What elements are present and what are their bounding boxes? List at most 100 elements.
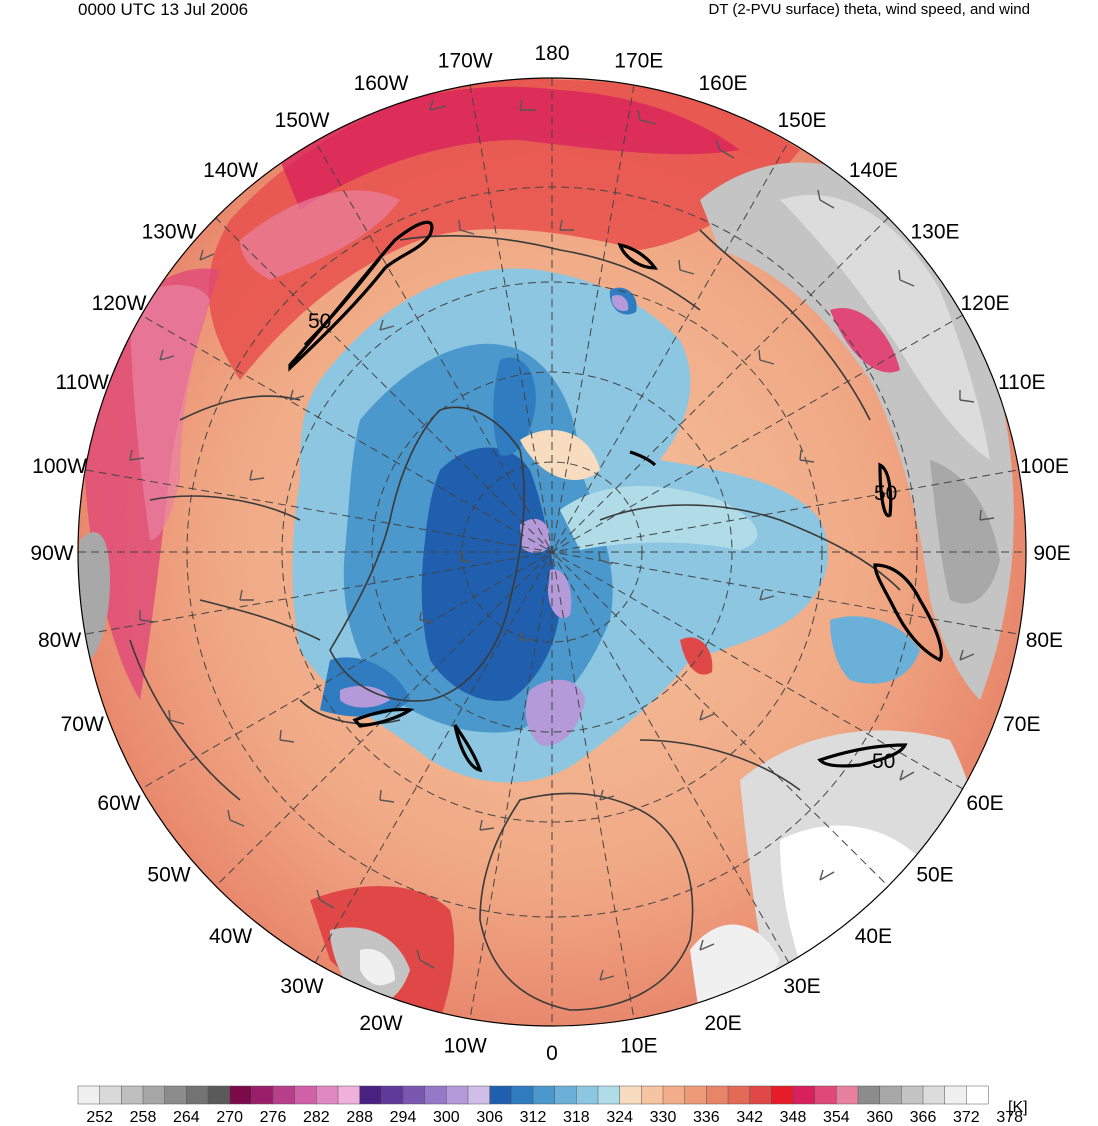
colorbar-swatch bbox=[792, 1085, 816, 1105]
colorbar-swatch bbox=[121, 1085, 144, 1105]
map-title: DT (2-PVU surface) theta, wind speed, an… bbox=[708, 1, 1030, 18]
colorbar-swatch bbox=[749, 1085, 772, 1105]
colorbar-swatch bbox=[186, 1085, 209, 1105]
colorbar-swatch bbox=[337, 1085, 361, 1105]
graticule bbox=[78, 78, 1026, 1026]
colorbar-swatch bbox=[662, 1085, 686, 1105]
colorbar-tick-label: 252 bbox=[86, 1109, 113, 1126]
colorbar-swatch bbox=[901, 1085, 924, 1105]
colorbar-tick-label: 300 bbox=[433, 1109, 460, 1126]
colorbar-swatch bbox=[402, 1085, 426, 1105]
valid-time-label: 0000 UTC 13 Jul 2006 bbox=[78, 0, 249, 19]
colorbar-swatch bbox=[576, 1085, 599, 1105]
map-border bbox=[77, 77, 1027, 1027]
colorbar-tick-label: 264 bbox=[173, 1109, 200, 1126]
colorbar-tick-label: 324 bbox=[606, 1109, 633, 1126]
colorbar-swatch bbox=[77, 1085, 101, 1105]
contour-label: 50 bbox=[874, 482, 897, 505]
longitude-label: 10W bbox=[444, 1034, 487, 1057]
colorbar-swatch bbox=[814, 1085, 837, 1105]
longitude-label: 140E bbox=[849, 159, 898, 182]
coastlines bbox=[129, 229, 901, 1011]
longitude-labels: 180 170E 160E 150E 140E 130E 120E 110E 100E 90E 80… bbox=[30, 42, 1070, 1065]
colorbar-swatch bbox=[554, 1085, 577, 1105]
colorbar-tick-label: 336 bbox=[693, 1109, 720, 1126]
colorbar-tick-label: 306 bbox=[476, 1109, 503, 1126]
longitude-label: 100E bbox=[1020, 455, 1069, 478]
contour-label: 50 bbox=[308, 310, 331, 333]
colorbar-swatch bbox=[706, 1085, 729, 1105]
colorbar-tick-label: 378 bbox=[996, 1109, 1023, 1126]
longitude-label: 50W bbox=[147, 863, 190, 886]
colorbar-swatch bbox=[857, 1085, 881, 1105]
colorbar-swatch bbox=[316, 1085, 339, 1105]
colorbar-swatch bbox=[684, 1085, 707, 1105]
longitude-label: 80W bbox=[38, 629, 81, 652]
longitude-label: 180 bbox=[534, 42, 569, 65]
colorbar-swatch bbox=[966, 1085, 989, 1105]
colorbar-swatch bbox=[511, 1085, 534, 1105]
colorbar-swatch bbox=[424, 1085, 447, 1105]
longitude-label: 140W bbox=[203, 159, 258, 182]
longitude-label: 90W bbox=[30, 542, 73, 565]
colorbar-swatch bbox=[641, 1085, 664, 1105]
colorbar-tick-label: 282 bbox=[303, 1109, 330, 1126]
longitude-label: 100W bbox=[32, 455, 87, 478]
longitude-label: 120E bbox=[960, 292, 1009, 315]
longitude-label: 10E bbox=[620, 1034, 657, 1057]
colorbar-swatch bbox=[251, 1085, 274, 1105]
colorbar-tick-label: 330 bbox=[650, 1109, 677, 1126]
longitude-label: 120W bbox=[92, 292, 147, 315]
colorbar-tick-label: 318 bbox=[563, 1109, 590, 1126]
longitude-label: 70E bbox=[1003, 713, 1040, 736]
longitude-label: 110W bbox=[56, 371, 109, 394]
colorbar-unit-label: [K] bbox=[1008, 1099, 1028, 1116]
colorbar-swatch bbox=[619, 1085, 642, 1105]
colorbar-tick-label: 258 bbox=[130, 1109, 157, 1126]
colorbar-swatch bbox=[597, 1085, 621, 1105]
colorbar-swatch bbox=[99, 1085, 122, 1105]
longitude-label: 170W bbox=[438, 50, 493, 73]
colorbar-swatch bbox=[294, 1085, 317, 1105]
colorbar-tick-label: 372 bbox=[953, 1109, 980, 1126]
longitude-label: 110E bbox=[998, 371, 1046, 394]
colorbar-tick-label: 294 bbox=[390, 1109, 417, 1126]
longitude-label: 80E bbox=[1026, 629, 1063, 652]
colorbar-swatch bbox=[272, 1085, 296, 1105]
colorbar-swatch bbox=[164, 1085, 187, 1105]
colorbar-tick-label: 276 bbox=[260, 1109, 287, 1126]
colorbar-swatch bbox=[489, 1085, 512, 1105]
wind-speed-contours bbox=[288, 220, 943, 773]
longitude-label: 40W bbox=[209, 925, 252, 948]
colorbar: 252 258 264 270 276 282 288 294 300 306 312 318 324 3… bbox=[77, 1085, 1023, 1126]
longitude-label: 160E bbox=[698, 72, 747, 95]
longitude-label: 130E bbox=[910, 221, 959, 244]
colorbar-tick-label: 354 bbox=[823, 1109, 850, 1126]
longitude-label: 0 bbox=[546, 1042, 558, 1065]
longitude-label: 20E bbox=[704, 1012, 741, 1035]
longitude-label: 160W bbox=[354, 72, 409, 95]
colorbar-swatch bbox=[922, 1085, 946, 1105]
longitude-label: 90E bbox=[1033, 542, 1070, 565]
colorbar-swatch bbox=[229, 1085, 252, 1105]
longitude-label: 150W bbox=[275, 109, 330, 132]
colorbar-swatch bbox=[142, 1085, 166, 1105]
contour-label-group: 50 50 50 bbox=[308, 310, 897, 773]
colorbar-swatch bbox=[467, 1085, 491, 1105]
colorbar-tick-label: 366 bbox=[910, 1109, 937, 1126]
colorbar-swatch bbox=[532, 1085, 556, 1105]
colorbar-tick-label: 360 bbox=[866, 1109, 893, 1126]
longitude-label: 70W bbox=[61, 713, 104, 736]
longitude-label: 130W bbox=[142, 221, 197, 244]
colorbar-swatch bbox=[381, 1085, 404, 1105]
longitude-label: 60W bbox=[97, 792, 140, 815]
colorbar-tick-label: 270 bbox=[216, 1109, 243, 1126]
contour-label: 50 bbox=[872, 750, 895, 773]
colorbar-swatch bbox=[771, 1085, 794, 1105]
longitude-label: 30E bbox=[783, 975, 820, 998]
colorbar-swatch bbox=[359, 1085, 382, 1105]
colorbar-tick-label: 348 bbox=[780, 1109, 807, 1126]
longitude-label: 60E bbox=[966, 792, 1003, 815]
longitude-label: 170E bbox=[614, 50, 663, 73]
